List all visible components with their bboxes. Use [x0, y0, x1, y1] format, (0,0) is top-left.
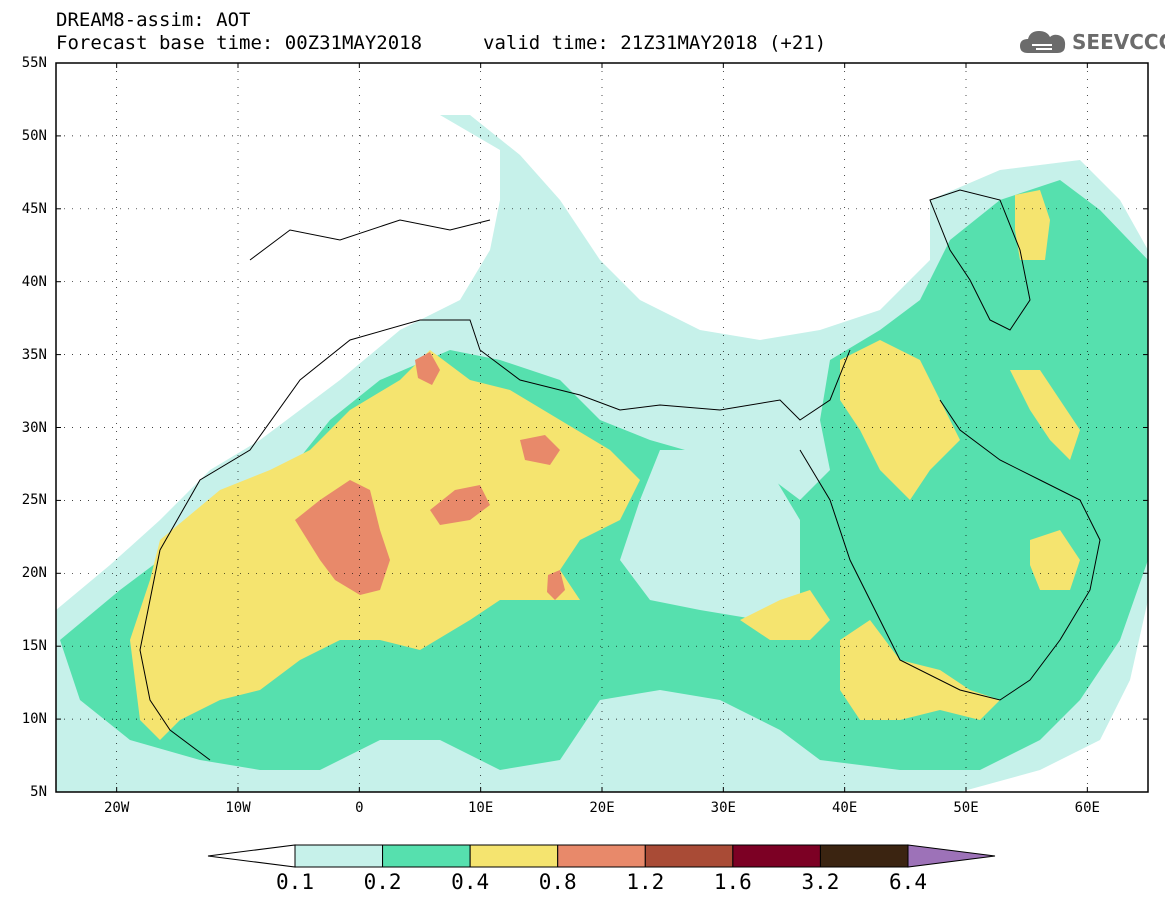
colorbar-label: 6.4	[889, 870, 927, 894]
lat-label: 30N	[21, 419, 47, 436]
aot-band-0.4-sudan	[740, 590, 830, 640]
colorbar-box	[294, 844, 384, 868]
colorbar-label: 0.8	[538, 870, 577, 894]
logo-text: SEEVCCC	[1072, 30, 1165, 54]
forecast-base-time: Forecast base time: 00Z31MAY2018	[56, 32, 423, 54]
colorbar-label: 0.2	[363, 870, 402, 894]
colorbar-box	[819, 844, 909, 868]
lon-label: 10E	[468, 800, 494, 816]
colorbar-box	[469, 844, 559, 868]
aot-band-0.8-chad	[547, 570, 565, 600]
colorbar-label: 1.2	[626, 870, 665, 894]
lat-label: 45N	[21, 200, 47, 217]
lon-label: 20W	[104, 800, 130, 816]
aot-band-0.4-caspian	[1015, 190, 1050, 260]
lat-label: 10N	[21, 711, 47, 728]
colorbar-label: 0.4	[451, 870, 490, 894]
aot-band-0.4-arabia	[840, 340, 960, 500]
lat-label: 15N	[21, 638, 47, 655]
colorbar-label: 3.2	[801, 870, 840, 894]
lon-label: 50E	[953, 800, 979, 816]
lon-label: 10W	[225, 800, 251, 816]
lat-label: 5N	[30, 784, 47, 800]
colorbar-over-triangle	[907, 844, 996, 868]
lat-label: 50N	[21, 127, 47, 144]
colorbar-box	[732, 844, 821, 868]
axis-ticks	[56, 62, 1148, 793]
colorbar-box	[557, 844, 646, 868]
colorbar-box	[644, 844, 734, 868]
colorbar	[207, 844, 996, 868]
coastlines	[139, 189, 1101, 761]
lon-label: 30E	[710, 800, 736, 816]
lon-label: 60E	[1074, 800, 1100, 816]
aot-band-0.1-patch	[620, 450, 800, 620]
aot-band-0.8-mali	[295, 480, 390, 595]
lat-label: 25N	[21, 492, 47, 509]
colorbar-label: 1.6	[713, 870, 752, 894]
aot-band-0.8-algeria	[415, 352, 440, 385]
aot-band-0.8-niger	[430, 485, 490, 525]
lat-label: 20N	[21, 565, 47, 582]
colorbar-under-triangle	[207, 844, 296, 868]
colorbar-label: 0.1	[276, 870, 314, 894]
lat-label: 40N	[21, 273, 47, 290]
aot-band-0.4-iran	[1010, 370, 1080, 460]
title-line-1: DREAM8-assim: AOT	[56, 9, 251, 31]
lon-label: 40E	[832, 800, 858, 816]
lon-label: 0	[355, 800, 364, 816]
lon-label: 20E	[589, 800, 615, 816]
aot-band-0.4-oman	[1030, 530, 1080, 590]
aot-field	[56, 115, 1148, 792]
cloud-icon	[1020, 31, 1066, 53]
colorbar-box	[382, 844, 471, 868]
aot-band-0.8-libya	[520, 435, 560, 465]
lat-label: 55N	[21, 55, 47, 71]
valid-time: valid time: 21Z31MAY2018 (+21)	[483, 32, 827, 54]
lat-label: 35N	[21, 346, 47, 363]
seevccc-logo: SEEVCCC	[1018, 26, 1165, 58]
